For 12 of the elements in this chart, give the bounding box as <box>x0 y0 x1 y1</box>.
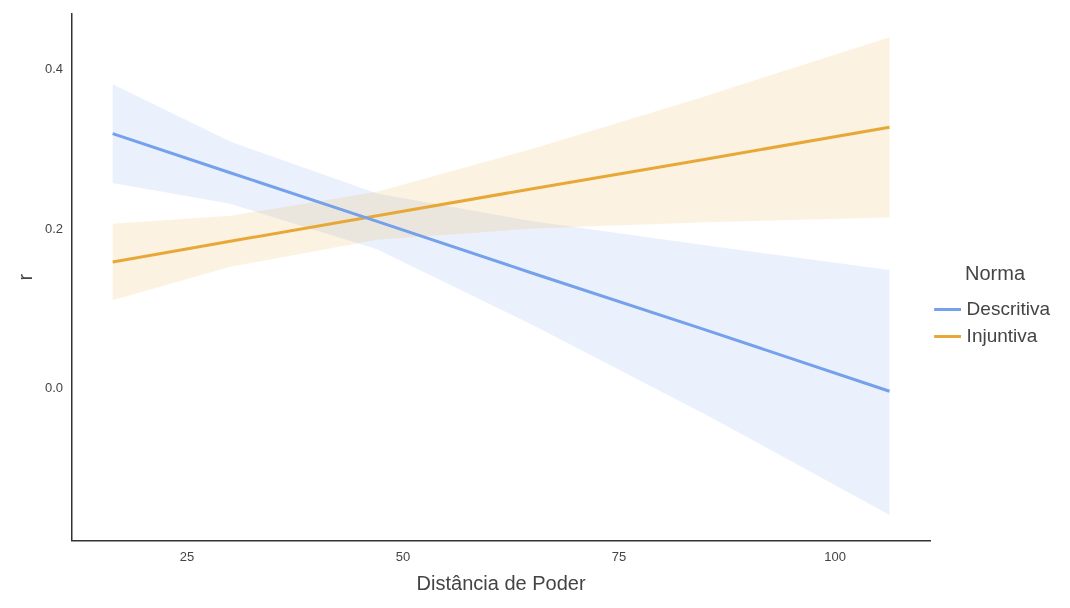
legend-label: Descritiva <box>966 297 1051 319</box>
legend-label: Injuntiva <box>966 324 1038 346</box>
legend-title: Norma <box>965 261 1026 284</box>
y-axis-title: r <box>13 273 36 281</box>
y-tick-label: 0.2 <box>44 220 64 236</box>
x-tick-label: 25 <box>179 548 195 564</box>
y-tick-label: 0.4 <box>44 61 64 77</box>
x-axis-title: Distância de Poder <box>416 571 586 594</box>
x-tick-label: 75 <box>611 548 627 564</box>
x-tick-label: 50 <box>395 548 411 564</box>
x-tick-label: 100 <box>824 548 846 564</box>
y-tick-label: 0.0 <box>44 380 64 396</box>
